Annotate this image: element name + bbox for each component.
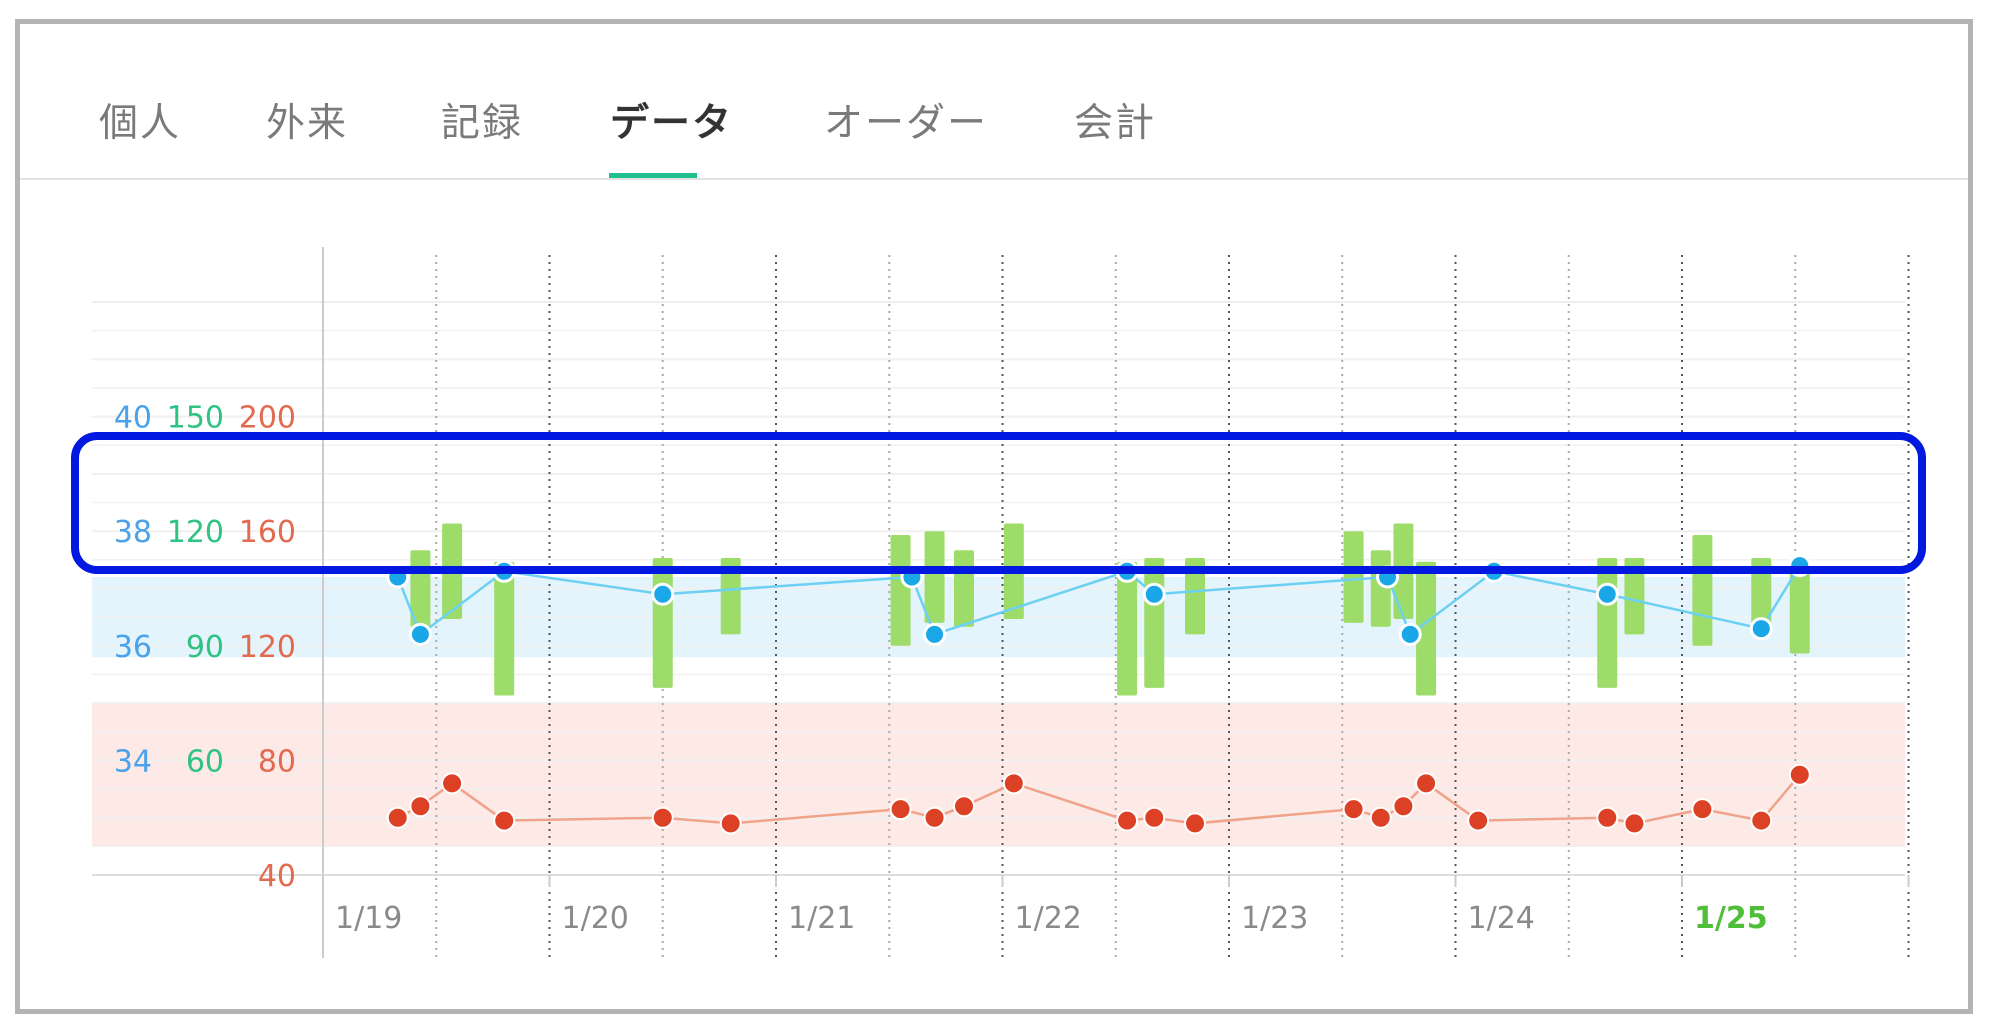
blood-pressure-bar <box>494 561 515 696</box>
pulse-point <box>1750 809 1773 832</box>
temperature-point <box>408 622 432 646</box>
blood-pressure-axis-tick-label: 90 <box>186 630 224 665</box>
blood-pressure-axis-tick-label: 60 <box>186 744 224 779</box>
blood-pressure-bar <box>1624 557 1645 635</box>
pulse-point <box>923 806 946 829</box>
blood-pressure-bar <box>720 557 741 635</box>
temperature-point <box>1595 582 1619 606</box>
temperature-axis-tick-label: 38 <box>114 515 152 550</box>
blood-pressure-bar <box>1343 531 1364 623</box>
temperature-point <box>923 622 947 646</box>
pulse-point <box>441 772 464 795</box>
pulse-point <box>493 809 516 832</box>
temperature-axis-tick-label: 36 <box>114 630 152 665</box>
tab-outpatient[interactable]: 外来 <box>266 101 349 146</box>
x-axis-date-label: 1/23 <box>1241 901 1308 936</box>
pulse-point <box>1002 772 1025 795</box>
temperature-point <box>1398 622 1422 646</box>
pulse-point <box>719 812 742 835</box>
blood-pressure-bar <box>1117 561 1138 696</box>
pulse-axis-tick-label: 80 <box>258 744 296 779</box>
temperature-point <box>1749 617 1773 641</box>
tab-personal[interactable]: 個人 <box>99 101 182 146</box>
blood-pressure-bar <box>1789 561 1810 654</box>
tab-orders[interactable]: オーダー <box>824 101 989 146</box>
pulse-axis-tick-label: 40 <box>258 859 296 894</box>
pulse-point <box>651 806 674 829</box>
x-axis-date-label: 1/21 <box>788 901 855 936</box>
blood-pressure-bar <box>924 531 945 623</box>
x-axis-date-label: 1/20 <box>562 901 629 936</box>
tab-bar: 個人 外来 記録 データ オーダー 会計 <box>20 24 1968 180</box>
blood-pressure-axis-tick-label: 150 <box>167 401 224 436</box>
pulse-axis-tick-label: 120 <box>239 630 296 665</box>
blood-pressure-bar <box>1416 561 1437 696</box>
pulse-point <box>1116 809 1139 832</box>
temperature-point <box>651 582 675 606</box>
temperature-line <box>396 564 1801 637</box>
pulse-point <box>386 806 409 829</box>
x-axis-date-label: 1/19 <box>335 901 402 936</box>
pulse-point <box>1415 772 1438 795</box>
pulse-point <box>889 798 912 821</box>
pulse-point <box>1623 812 1646 835</box>
tab-records[interactable]: 記録 <box>441 101 524 146</box>
blood-pressure-bar <box>652 557 673 688</box>
temperature-axis-tick-label: 40 <box>114 401 152 436</box>
highlight-box <box>71 432 1926 574</box>
pulse-axis-tick-label: 160 <box>239 515 296 550</box>
blood-pressure-bar <box>1692 535 1713 646</box>
pulse-point <box>1143 806 1166 829</box>
pulse-point <box>409 795 432 818</box>
blood-pressure-bar <box>1185 557 1206 635</box>
temperature-axis-tick-label: 34 <box>114 744 152 779</box>
tab-billing[interactable]: 会計 <box>1074 101 1157 146</box>
pulse-point <box>1369 806 1392 829</box>
blood-pressure-axis-tick-label: 120 <box>167 515 224 550</box>
pulse-point <box>1342 798 1365 821</box>
pulse-point <box>1392 795 1415 818</box>
blood-pressure-bar <box>1751 557 1772 627</box>
pulse-point <box>1691 798 1714 821</box>
tab-data[interactable]: データ <box>610 101 734 146</box>
x-axis-date-label: 1/22 <box>1015 901 1082 936</box>
pulse-point <box>1596 806 1619 829</box>
blood-pressure-bar <box>953 550 974 627</box>
pulse-point <box>1467 809 1490 832</box>
blood-pressure-bar <box>1597 557 1618 688</box>
active-tab-indicator <box>609 173 697 178</box>
pulse-point <box>1788 763 1811 786</box>
pulse-point <box>952 795 975 818</box>
x-axis-date-label: 1/24 <box>1468 901 1535 936</box>
pulse-axis-tick-label: 200 <box>239 401 296 436</box>
temperature-point <box>1142 582 1166 606</box>
app-frame: 個人 外来 記録 データ オーダー 会計 <box>15 19 1973 1014</box>
blood-pressure-bar <box>890 535 911 646</box>
pulse-point <box>1184 812 1207 835</box>
x-axis-date-label: 1/25 <box>1694 901 1768 936</box>
blood-pressure-bar <box>1144 557 1165 688</box>
